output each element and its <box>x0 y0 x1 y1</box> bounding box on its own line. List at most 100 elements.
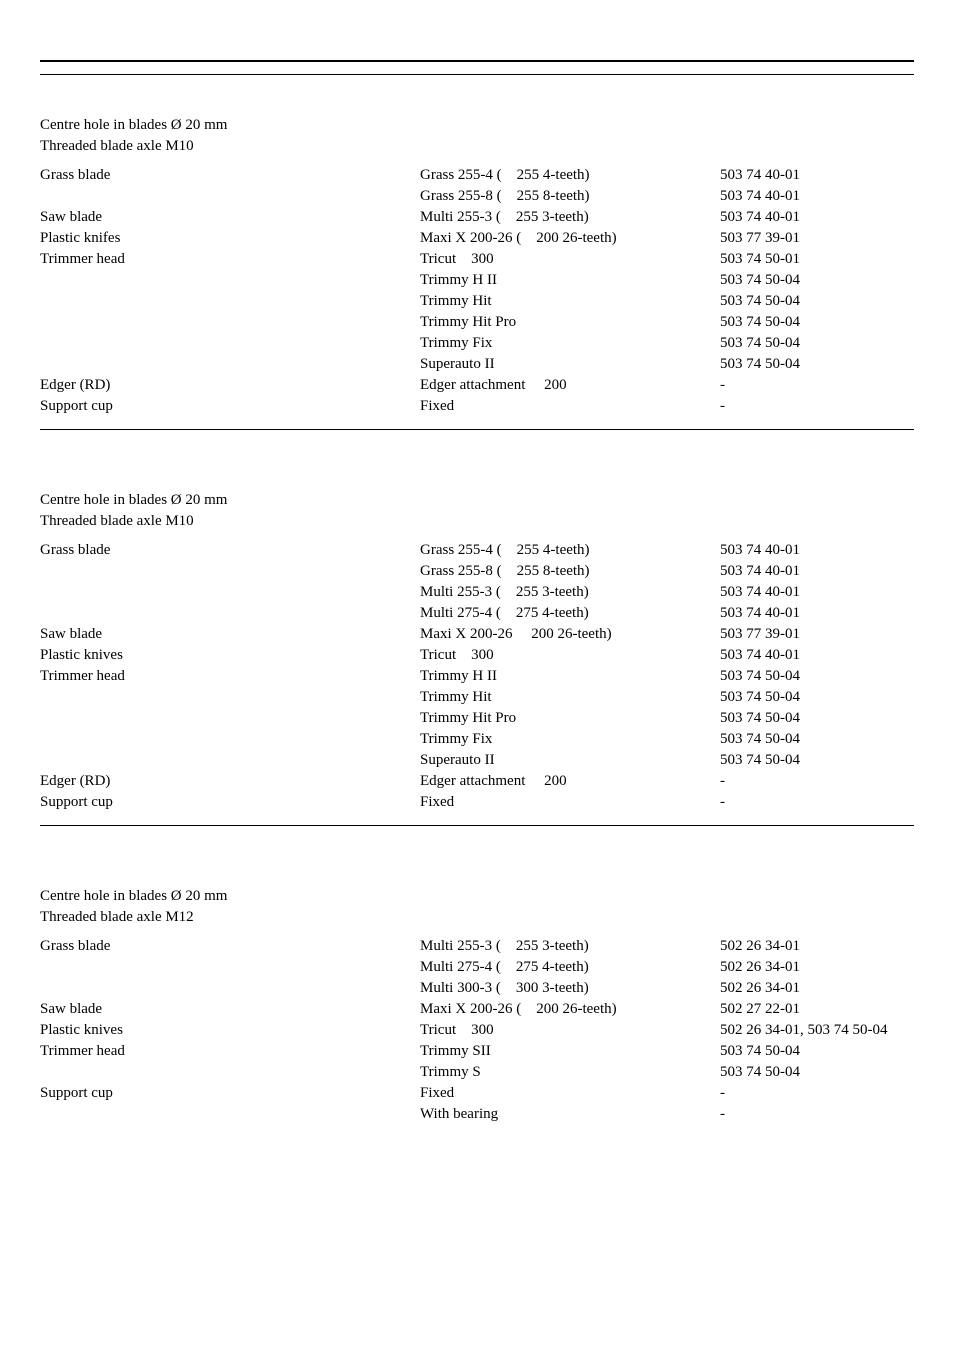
row-category: Grass blade <box>40 936 420 957</box>
row-product: Tricut 300 <box>420 249 720 270</box>
row-category <box>40 354 420 375</box>
row-category: Grass blade <box>40 540 420 561</box>
row-category <box>40 333 420 354</box>
row-partnumber: 503 74 40-01 <box>720 582 914 603</box>
table-row: Multi 275-4 ( 275 4-teeth)503 74 40-01 <box>40 603 914 624</box>
row-product: Maxi X 200-26 ( 200 26-teeth) <box>420 999 720 1020</box>
row-partnumber: - <box>720 792 914 813</box>
row-category: Edger (RD) <box>40 375 420 396</box>
row-product: Superauto II <box>420 750 720 771</box>
row-product: Trimmy Fix <box>420 333 720 354</box>
spec-line: Centre hole in blades Ø 20 mm <box>40 115 420 136</box>
top-rule-1 <box>40 60 914 62</box>
spec-section: Centre hole in blades Ø 20 mmThreaded bl… <box>40 490 914 826</box>
row-category <box>40 291 420 312</box>
row-category <box>40 270 420 291</box>
table-row: Multi 300-3 ( 300 3-teeth)502 26 34-01 <box>40 978 914 999</box>
row-product: Fixed <box>420 1083 720 1104</box>
row-partnumber: 503 74 50-04 <box>720 333 914 354</box>
row-product: Tricut 300 <box>420 645 720 666</box>
row-partnumber: 503 74 40-01 <box>720 207 914 228</box>
row-category: Edger (RD) <box>40 771 420 792</box>
row-category <box>40 312 420 333</box>
spec-section: Centre hole in blades Ø 20 mmThreaded bl… <box>40 115 914 430</box>
row-partnumber: 503 74 50-04 <box>720 312 914 333</box>
row-partnumber: 502 27 22-01 <box>720 999 914 1020</box>
row-product: Trimmy Hit <box>420 687 720 708</box>
row-category <box>40 708 420 729</box>
row-partnumber: 503 74 40-01 <box>720 645 914 666</box>
table-row: Trimmer headTricut 300503 74 50-01 <box>40 249 914 270</box>
row-partnumber: 503 74 40-01 <box>720 561 914 582</box>
row-product: Trimmy SII <box>420 1041 720 1062</box>
row-product: Trimmy H II <box>420 666 720 687</box>
row-partnumber: - <box>720 396 914 417</box>
row-category: Plastic knives <box>40 1020 420 1041</box>
row-category <box>40 978 420 999</box>
row-product: Trimmy Hit <box>420 291 720 312</box>
row-partnumber: 503 74 50-01 <box>720 249 914 270</box>
table-row: Trimmy Fix503 74 50-04 <box>40 729 914 750</box>
table-row: Saw bladeMaxi X 200-26 200 26-teeth)503 … <box>40 624 914 645</box>
row-product: Multi 275-4 ( 275 4-teeth) <box>420 957 720 978</box>
row-partnumber: 502 26 34-01 <box>720 978 914 999</box>
row-category: Plastic knifes <box>40 228 420 249</box>
row-product: Fixed <box>420 396 720 417</box>
row-partnumber: 503 74 50-04 <box>720 708 914 729</box>
row-category <box>40 729 420 750</box>
table-row: Edger (RD)Edger attachment 200- <box>40 375 914 396</box>
row-product: Maxi X 200-26 ( 200 26-teeth) <box>420 228 720 249</box>
table-row: Plastic knifesMaxi X 200-26 ( 200 26-tee… <box>40 228 914 249</box>
table-row: Support cupFixed- <box>40 792 914 813</box>
table-row: Trimmer headTrimmy SII503 74 50-04 <box>40 1041 914 1062</box>
row-category <box>40 561 420 582</box>
row-product: Grass 255-8 ( 255 8-teeth) <box>420 186 720 207</box>
spec-line: Centre hole in blades Ø 20 mm <box>40 886 420 907</box>
row-category <box>40 1104 420 1125</box>
row-partnumber: 503 74 50-04 <box>720 1062 914 1083</box>
row-product: Superauto II <box>420 354 720 375</box>
row-partnumber: 502 26 34-01 <box>720 936 914 957</box>
spec-line: Centre hole in blades Ø 20 mm <box>40 490 420 511</box>
row-partnumber: - <box>720 375 914 396</box>
row-product: Edger attachment 200 <box>420 771 720 792</box>
row-partnumber: 503 74 50-04 <box>720 354 914 375</box>
row-product: Edger attachment 200 <box>420 375 720 396</box>
row-product: Multi 300-3 ( 300 3-teeth) <box>420 978 720 999</box>
table-row: Saw bladeMulti 255-3 ( 255 3-teeth)503 7… <box>40 207 914 228</box>
row-partnumber: 503 74 50-04 <box>720 270 914 291</box>
row-product: Maxi X 200-26 200 26-teeth) <box>420 624 720 645</box>
spec-header: Centre hole in blades Ø 20 mmThreaded bl… <box>40 115 914 157</box>
row-product: With bearing <box>420 1104 720 1125</box>
table-row: Trimmy Hit503 74 50-04 <box>40 291 914 312</box>
row-partnumber: - <box>720 1104 914 1125</box>
row-category: Plastic knives <box>40 645 420 666</box>
row-product: Multi 275-4 ( 275 4-teeth) <box>420 603 720 624</box>
row-category: Support cup <box>40 396 420 417</box>
row-category: Trimmer head <box>40 249 420 270</box>
table-row: Grass bladeGrass 255-4 ( 255 4-teeth)503… <box>40 165 914 186</box>
spec-section: Centre hole in blades Ø 20 mmThreaded bl… <box>40 886 914 1125</box>
row-product: Trimmy H II <box>420 270 720 291</box>
table-row: Support cupFixed- <box>40 396 914 417</box>
row-category: Trimmer head <box>40 1041 420 1062</box>
table-row: Multi 275-4 ( 275 4-teeth)502 26 34-01 <box>40 957 914 978</box>
table-row: Grass 255-8 ( 255 8-teeth)503 74 40-01 <box>40 186 914 207</box>
row-partnumber: 502 26 34-01 <box>720 957 914 978</box>
row-partnumber: 503 74 40-01 <box>720 186 914 207</box>
row-partnumber: 503 74 40-01 <box>720 540 914 561</box>
row-partnumber: 503 74 40-01 <box>720 165 914 186</box>
row-partnumber: 503 77 39-01 <box>720 624 914 645</box>
row-product: Trimmy Hit Pro <box>420 312 720 333</box>
spec-line: Threaded blade axle M10 <box>40 136 420 157</box>
table-row: Superauto II503 74 50-04 <box>40 354 914 375</box>
row-category: Support cup <box>40 1083 420 1104</box>
table-row: Multi 255-3 ( 255 3-teeth)503 74 40-01 <box>40 582 914 603</box>
table-row: Grass 255-8 ( 255 8-teeth)503 74 40-01 <box>40 561 914 582</box>
row-partnumber: 503 74 50-04 <box>720 687 914 708</box>
table-row: Trimmy H II503 74 50-04 <box>40 270 914 291</box>
row-category <box>40 957 420 978</box>
row-partnumber: 503 74 50-04 <box>720 291 914 312</box>
row-product: Multi 255-3 ( 255 3-teeth) <box>420 936 720 957</box>
row-category: Saw blade <box>40 207 420 228</box>
